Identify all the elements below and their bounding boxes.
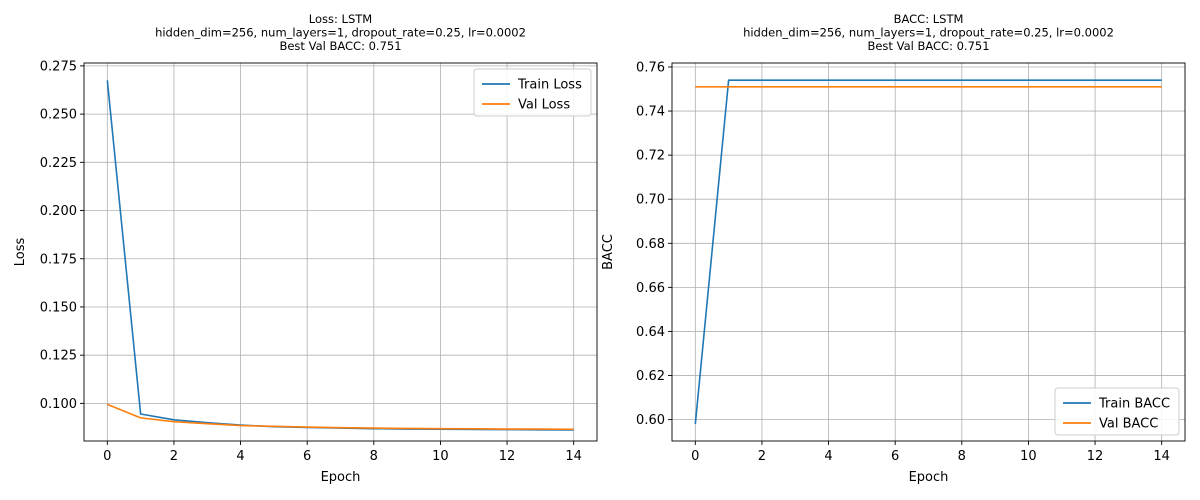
y-tick-label: 0.64 [636,325,665,340]
y-tick-label: 0.60 [636,413,665,428]
y-tick-label: 0.275 [40,59,77,74]
y-tick-label: 0.250 [40,108,77,123]
y-axis-label: BACC [601,234,616,270]
x-tick-label: 10 [432,449,449,464]
x-tick-label: 12 [1087,449,1104,464]
x-tick-label: 2 [758,449,766,464]
y-tick-label: 0.62 [636,369,665,384]
y-tick-label: 0.72 [636,149,665,164]
y-tick-label: 0.70 [636,193,665,208]
x-tick-label: 0 [691,449,699,464]
series-line-1 [107,403,574,431]
chart-title-line: BACC: LSTM [894,12,964,26]
x-tick-label: 4 [236,449,244,464]
x-tick-label: 6 [303,449,311,464]
y-tick-label: 0.175 [40,252,77,267]
chart-title-line: hidden_dim=256, num_layers=1, dropout_ra… [743,26,1114,40]
legend-label: Train BACC [1098,397,1170,412]
x-tick-label: 0 [103,449,111,464]
y-tick-label: 0.125 [40,349,77,364]
x-axis-label: Epoch [909,470,949,485]
series-line-0 [694,79,1162,425]
x-tick-label: 14 [1153,449,1170,464]
chart-title-line: Best Val BACC: 0.751 [279,39,401,53]
x-tick-label: 8 [958,449,966,464]
y-tick-label: 0.74 [636,105,665,120]
x-axis-label: Epoch [321,470,361,485]
chart-title-line: Loss: LSTM [309,12,372,26]
x-tick-label: 14 [565,449,582,464]
legend-label: Val BACC [1099,417,1158,432]
y-tick-label: 0.68 [636,237,665,252]
chart-title-line: hidden_dim=256, num_layers=1, dropout_ra… [155,26,526,40]
x-tick-label: 12 [499,449,516,464]
plot-frame [671,62,1186,442]
x-tick-label: 6 [891,449,899,464]
chart-title-line: Best Val BACC: 0.751 [867,39,989,53]
y-axis-label: Loss [13,238,28,267]
y-tick-label: 0.100 [40,397,77,412]
y-tick-label: 0.76 [636,60,665,75]
x-tick-label: 10 [1020,449,1037,464]
legend-label: Train Loss [517,78,582,93]
x-tick-label: 2 [170,449,178,464]
y-tick-label: 0.150 [40,300,77,315]
x-tick-label: 4 [824,449,832,464]
y-tick-label: 0.200 [40,204,77,219]
y-tick-label: 0.225 [40,156,77,171]
x-tick-label: 8 [370,449,378,464]
plot-frame [83,62,598,442]
y-tick-label: 0.66 [636,281,665,296]
series-line-0 [106,80,574,431]
legend-label: Val Loss [518,98,570,113]
